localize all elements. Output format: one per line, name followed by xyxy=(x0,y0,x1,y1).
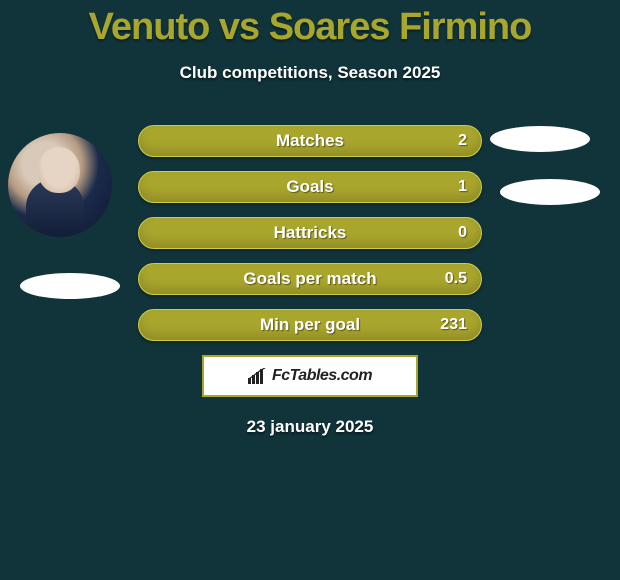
bar-chart-icon xyxy=(248,368,266,384)
stat-row: Goals per match 0.5 xyxy=(138,263,482,295)
player-name-pill-right-2 xyxy=(500,179,600,205)
page-title: Venuto vs Soares Firmino xyxy=(0,0,620,49)
stat-label: Goals xyxy=(286,177,333,197)
stat-label: Matches xyxy=(276,131,344,151)
stat-row: Min per goal 231 xyxy=(138,309,482,341)
player-name-pill-left xyxy=(20,273,120,299)
stat-label: Hattricks xyxy=(274,223,347,243)
stats-bars: Matches 2 Goals 1 Hattricks 0 Goals per … xyxy=(138,125,482,341)
stat-label: Min per goal xyxy=(260,315,360,335)
attribution-logo: FcTables.com xyxy=(202,355,418,397)
content-area: Matches 2 Goals 1 Hattricks 0 Goals per … xyxy=(0,125,620,437)
stat-label: Goals per match xyxy=(243,269,376,289)
stat-value: 2 xyxy=(458,132,467,150)
player-name-pill-right-1 xyxy=(490,126,590,152)
stat-value: 0.5 xyxy=(445,270,467,288)
stat-value: 0 xyxy=(458,224,467,242)
stat-row: Matches 2 xyxy=(138,125,482,157)
stat-row: Goals 1 xyxy=(138,171,482,203)
stat-value: 231 xyxy=(440,316,467,334)
player-avatar-left xyxy=(8,133,112,237)
stat-row: Hattricks 0 xyxy=(138,217,482,249)
snapshot-date: 23 january 2025 xyxy=(0,417,620,437)
attribution-text: FcTables.com xyxy=(272,367,372,385)
stat-value: 1 xyxy=(458,178,467,196)
page-subtitle: Club competitions, Season 2025 xyxy=(0,63,620,83)
